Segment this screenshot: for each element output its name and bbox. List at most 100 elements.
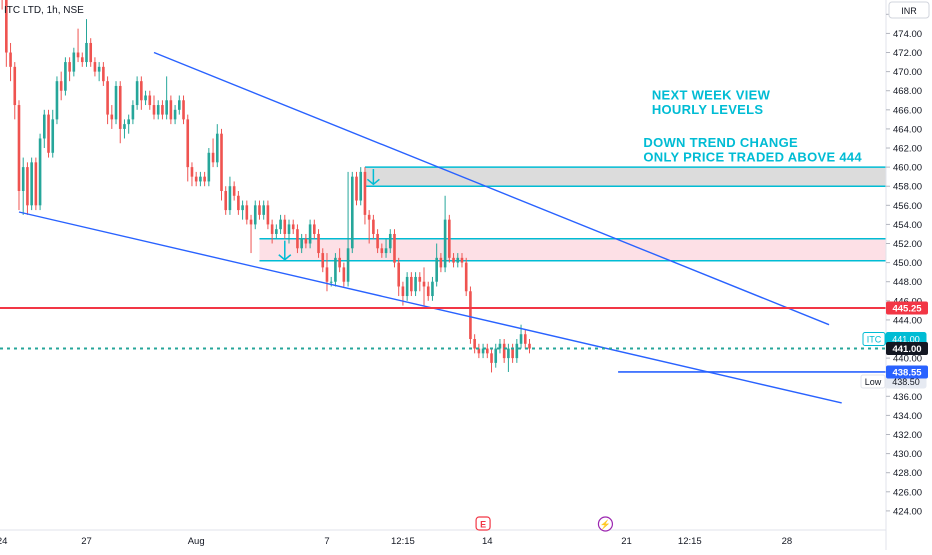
candle [372, 219, 375, 234]
price-tick-label: 448.00 [893, 277, 922, 288]
candle [186, 119, 190, 168]
time-axis[interactable]: 24 27 Aug 7 12:15 14 21 12:15 28 [0, 536, 792, 547]
candle [55, 81, 59, 120]
candle [266, 205, 270, 225]
candle [334, 257, 337, 282]
dividend-event-icon[interactable] [597, 516, 614, 532]
candle [148, 95, 152, 106]
candle [72, 52, 76, 72]
candle [13, 66, 17, 106]
time-tick-label: Aug [188, 536, 205, 547]
dividend-event-label[interactable]: ⚡ [600, 519, 611, 531]
price-tick-label: 454.00 [893, 220, 922, 231]
candle [418, 276, 422, 282]
candle [355, 176, 358, 201]
candle [494, 348, 498, 363]
candle [443, 219, 447, 268]
candle [481, 348, 485, 354]
candle [296, 229, 299, 249]
candle [232, 186, 236, 196]
resistance-price-label[interactable]: 445.25 [892, 303, 922, 314]
candle [498, 343, 502, 349]
last-price-label[interactable]: 441.00 [892, 344, 921, 355]
candle [241, 205, 244, 211]
candle [262, 205, 265, 215]
candle [329, 281, 333, 283]
upper-trendline[interactable] [153, 51, 830, 326]
candle [34, 162, 38, 206]
candle [414, 276, 417, 292]
candle [439, 257, 443, 268]
currency-box[interactable] [888, 1, 930, 19]
candle [51, 119, 55, 153]
price-tick-label: 426.00 [893, 487, 922, 498]
candle [127, 119, 130, 125]
earnings-event-label[interactable]: E [480, 520, 486, 530]
price-tick-label: 466.00 [893, 105, 922, 116]
candle [237, 195, 240, 211]
candle [118, 85, 122, 129]
candle [359, 171, 363, 201]
candle [388, 233, 392, 249]
annotation-only-price: ONLY PRICE TRADED ABOVE 444 [643, 150, 862, 165]
candle [178, 100, 181, 110]
price-tick-label: 430.00 [893, 449, 922, 460]
candle [380, 248, 384, 254]
candle [448, 219, 451, 258]
price-tick-label: 432.00 [893, 430, 922, 441]
candle [435, 257, 438, 282]
candle [9, 52, 12, 67]
candle [485, 348, 489, 354]
candle [110, 114, 114, 120]
currency-label[interactable]: INR [901, 6, 917, 16]
candle [304, 238, 308, 244]
candle [507, 348, 510, 359]
candle [165, 100, 168, 115]
candle [220, 133, 223, 191]
down-arrow-upper-head [366, 178, 380, 186]
resistance-price-label-box[interactable] [886, 301, 928, 315]
earnings-event-icon[interactable] [475, 516, 491, 531]
time-tick-label: 14 [482, 536, 493, 547]
symbol-title: ITC LTD, 1h, NSE [4, 5, 84, 16]
candle [131, 105, 135, 120]
candle [140, 81, 143, 101]
low-price-label-box[interactable] [886, 365, 928, 379]
candle [452, 257, 455, 263]
candle [469, 291, 472, 340]
candle [291, 224, 295, 230]
itc-tag: ITC [867, 335, 882, 345]
price-tick-label: 468.00 [893, 86, 922, 97]
candle [38, 138, 42, 206]
candle [405, 276, 409, 297]
candle [17, 105, 21, 191]
candle [393, 233, 396, 263]
price-tick-label: 458.00 [893, 182, 922, 193]
candle [283, 219, 287, 234]
price-tick-label: 440.00 [893, 354, 922, 365]
candle [401, 286, 405, 297]
candle [515, 343, 519, 359]
candle [287, 224, 291, 234]
candle [106, 81, 109, 115]
time-tick-label: 21 [621, 536, 632, 547]
candle [207, 152, 211, 182]
last-price-label-box[interactable] [886, 342, 928, 356]
low-value-tag: 438.50 [892, 377, 920, 387]
annotation-next-week: NEXT WEEK VIEW [652, 87, 771, 102]
candle [502, 343, 506, 359]
candle [228, 186, 232, 211]
candle [102, 66, 105, 82]
candle [156, 105, 160, 115]
candle [313, 224, 316, 234]
candle [258, 205, 261, 215]
candle [464, 262, 468, 292]
low-price-label[interactable]: 438.55 [892, 367, 922, 378]
candle [42, 114, 46, 139]
candle [135, 81, 139, 106]
candle [76, 52, 80, 58]
candle [30, 162, 33, 206]
candle [26, 167, 29, 206]
candle [199, 176, 202, 182]
